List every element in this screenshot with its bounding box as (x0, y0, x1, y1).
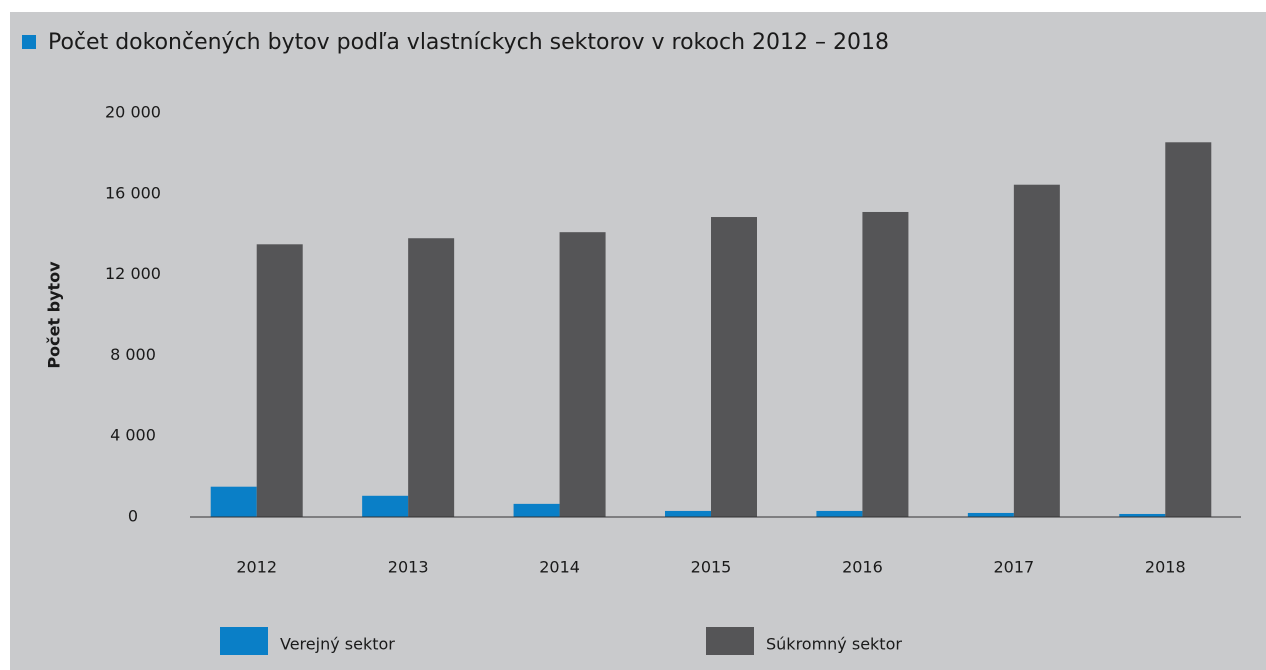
legend-swatch (220, 627, 268, 655)
x-tick-label: 2017 (993, 558, 1034, 577)
y-tick-label: 8 000 (110, 345, 156, 364)
legend-label: Verejný sektor (280, 635, 395, 654)
y-tick-label: 12 000 (105, 264, 161, 283)
x-tick-label: 2018 (1145, 558, 1186, 577)
bar (256, 244, 303, 518)
bar (362, 495, 409, 517)
x-tick-label: 2012 (236, 558, 277, 577)
bar (1165, 142, 1212, 518)
bar (513, 503, 560, 517)
legend-label: Súkromný sektor (766, 635, 902, 654)
x-tick-label: 2015 (691, 558, 732, 577)
x-tick-label: 2016 (842, 558, 883, 577)
bar (408, 238, 455, 518)
y-tick-label: 16 000 (105, 183, 161, 202)
x-tick-label: 2014 (539, 558, 580, 577)
bar (665, 510, 711, 517)
bar (559, 232, 606, 517)
title-bullet (22, 35, 36, 49)
chart-background (10, 12, 1266, 670)
y-tick-label: 0 (128, 507, 138, 526)
bar (1119, 513, 1166, 517)
legend-swatch (706, 627, 754, 655)
bar (1013, 184, 1060, 517)
bar (711, 217, 757, 517)
bar (816, 510, 863, 517)
chart-title: Počet dokončených bytov podľa vlastnícky… (48, 30, 889, 55)
bar (967, 512, 1014, 517)
bar (210, 486, 257, 517)
x-tick-label: 2013 (388, 558, 429, 577)
y-axis-label: Počet bytov (45, 261, 64, 369)
bar (862, 211, 909, 518)
y-tick-label: 4 000 (110, 426, 156, 445)
y-tick-label: 20 000 (105, 103, 161, 122)
